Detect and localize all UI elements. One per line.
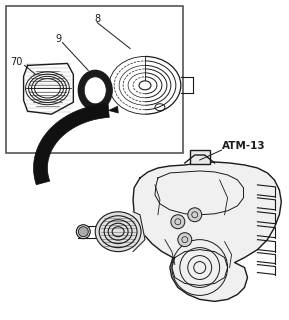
Ellipse shape [78, 70, 112, 110]
Bar [190, 150, 210, 164]
Text: ATM-13: ATM-13 [222, 141, 265, 151]
Ellipse shape [76, 225, 90, 239]
Bar [6, 6, 183, 153]
Circle shape [171, 215, 185, 229]
Text: 8: 8 [94, 14, 100, 24]
Polygon shape [133, 212, 145, 252]
Circle shape [188, 208, 202, 222]
Text: 70: 70 [10, 57, 23, 68]
Polygon shape [34, 103, 109, 185]
Text: 9: 9 [55, 34, 62, 44]
Polygon shape [133, 162, 281, 301]
Ellipse shape [95, 212, 141, 252]
Ellipse shape [84, 77, 106, 104]
Circle shape [78, 227, 88, 237]
Circle shape [178, 233, 192, 247]
Polygon shape [109, 106, 118, 113]
